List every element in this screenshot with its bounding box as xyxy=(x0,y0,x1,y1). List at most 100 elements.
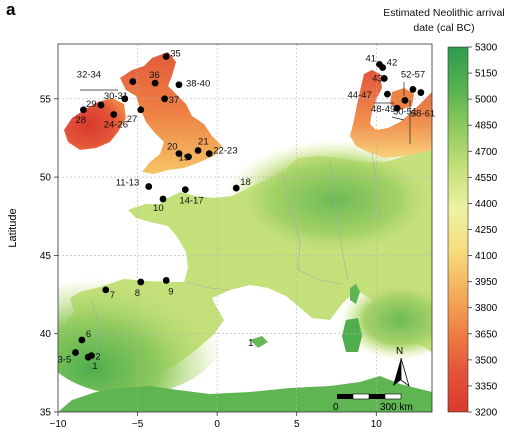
site-label: 43 xyxy=(372,73,383,84)
site-marker xyxy=(145,183,153,190)
site-marker xyxy=(417,89,425,96)
site-label: 36 xyxy=(149,70,160,81)
sardinia-island xyxy=(342,318,362,352)
iberia-green-zone xyxy=(58,265,225,395)
colorbar-tick-label: 4700 xyxy=(475,147,498,158)
italy-green-zone xyxy=(340,280,432,360)
site-label: 41 xyxy=(365,53,376,64)
colorbar-tick-label: 4250 xyxy=(475,225,498,236)
colorbar-tick-label: 5000 xyxy=(475,95,498,106)
site-label: 6 xyxy=(86,329,91,340)
scale-bar: 0 300 km xyxy=(333,393,413,413)
label-leader-lines xyxy=(80,82,411,144)
site-label: 58-61 xyxy=(411,109,435,120)
site-marker xyxy=(181,186,189,194)
site-marker xyxy=(401,96,409,104)
site-label: 50-51 xyxy=(393,106,417,117)
x-axis: −10 −5 0 5 10 xyxy=(50,412,383,430)
site-label: 37 xyxy=(169,95,180,106)
site-label: 44-47 xyxy=(347,90,371,101)
site-marker xyxy=(409,86,417,93)
site-label: 38-40 xyxy=(186,79,210,90)
y-tick-label: 50 xyxy=(40,173,52,184)
site-marker xyxy=(121,95,129,103)
site-label: 9 xyxy=(168,286,173,297)
central-green-zone xyxy=(225,140,432,260)
site-label: 29 xyxy=(86,99,97,110)
colorbar-title-line1: Estimated Neolithic arrival xyxy=(383,7,505,19)
colorbar-tick-label: 4850 xyxy=(475,121,498,132)
scale-bar-end-label: 300 km xyxy=(380,402,413,413)
site-label: 48-49 xyxy=(371,104,395,115)
colorbar-tick-label: 3350 xyxy=(475,381,498,392)
site-label: 30-31 xyxy=(104,91,128,102)
site-label: 19 xyxy=(179,153,190,164)
y-tick-label: 55 xyxy=(40,94,52,105)
scale-bar-start-label: 0 xyxy=(333,402,339,413)
site-marker xyxy=(175,150,183,158)
plot-frame xyxy=(57,43,433,413)
site-marker xyxy=(97,101,105,109)
site-marker xyxy=(175,81,183,89)
site-marker xyxy=(159,195,167,203)
site-label: 1 xyxy=(92,361,97,372)
site-label: 35 xyxy=(170,49,181,60)
site-marker xyxy=(380,75,388,82)
site-marker xyxy=(379,64,387,71)
colorbar-title-line2: date (cal BC) xyxy=(413,22,475,34)
site-marker xyxy=(161,95,169,103)
site-marker xyxy=(205,150,213,158)
site-marker xyxy=(162,53,170,60)
site-label: 11-13 xyxy=(116,178,140,189)
site-marker xyxy=(78,336,86,344)
x-tick-label: −5 xyxy=(132,419,144,430)
y-tick-label: 35 xyxy=(40,408,52,419)
colorbar-tick-label: 4550 xyxy=(475,173,498,184)
north-arrow-label: N xyxy=(396,346,403,357)
country-borders xyxy=(91,151,381,351)
x-tick-label: 0 xyxy=(214,419,220,430)
colorbar-ticks: 5300 5150 5000 4850 4700 4550 4400 4250 4100 3950… xyxy=(468,43,498,419)
site-label: 2 xyxy=(95,352,100,363)
map-layers xyxy=(58,44,432,412)
colorbar-tick-label: 3200 xyxy=(475,408,498,419)
site-label: 42 xyxy=(387,57,398,68)
colorbar-tick-label: 3500 xyxy=(475,355,498,366)
site-marker xyxy=(72,349,79,356)
corsica-island xyxy=(350,284,360,304)
site-marker xyxy=(102,286,110,294)
site-label: 10 xyxy=(153,203,164,214)
site-marker xyxy=(194,147,202,154)
north-africa-landmass xyxy=(58,376,432,412)
colorbar-tick-label: 3950 xyxy=(475,277,498,288)
site-marker xyxy=(393,104,401,112)
site-marker xyxy=(384,90,391,98)
colorbar-title: Estimated Neolithic arrival date (cal BC… xyxy=(376,6,512,36)
site-marker xyxy=(110,111,118,118)
y-tick-label: 45 xyxy=(40,251,52,262)
site-marker xyxy=(88,352,95,360)
site-label: 21 xyxy=(198,136,209,147)
x-tick-label: 10 xyxy=(371,419,383,430)
y-axis-label: Latitude xyxy=(7,208,19,247)
site-label: 8 xyxy=(135,288,140,299)
site-marker xyxy=(162,277,170,284)
site-label: 27 xyxy=(127,114,138,125)
north-arrow-icon: N xyxy=(393,346,410,388)
balearic-islands xyxy=(250,336,268,348)
panel-label: a xyxy=(6,0,16,19)
site-marker xyxy=(151,79,159,87)
colorbar-tick-label: 3800 xyxy=(475,303,498,314)
site-marker xyxy=(137,106,145,114)
site-marker xyxy=(137,278,145,286)
colorbar xyxy=(447,46,469,413)
site-label: 28 xyxy=(75,115,86,126)
x-tick-label: −10 xyxy=(50,419,67,430)
site-label: 24-26 xyxy=(104,119,128,130)
x-tick-label: 5 xyxy=(294,419,300,430)
site-label: 52-57 xyxy=(401,69,425,80)
grid-lines xyxy=(58,44,432,412)
site-marker xyxy=(80,106,87,114)
